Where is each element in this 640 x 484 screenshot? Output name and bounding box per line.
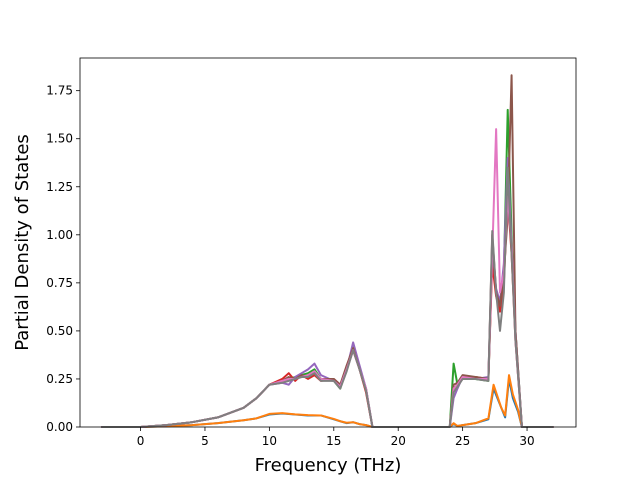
y-tick-label: 1.75 xyxy=(46,84,73,98)
plot-frame xyxy=(79,57,577,428)
y-tick-label: 0.25 xyxy=(46,372,73,386)
y-tick-label: 1.00 xyxy=(46,228,73,242)
x-tick-label: 5 xyxy=(201,434,209,448)
x-tick-label: 25 xyxy=(455,434,470,448)
series-line-2 xyxy=(100,374,554,428)
x-tick-label: 20 xyxy=(391,434,406,448)
x-tick-label: 0 xyxy=(137,434,145,448)
y-tick-label: 0.75 xyxy=(46,276,73,290)
y-tick-label: 0.00 xyxy=(46,420,73,434)
y-axis-label: Partial Density of States xyxy=(12,134,33,351)
y-tick-label: 1.50 xyxy=(46,132,73,146)
plot-lines xyxy=(100,74,554,428)
series-line-8 xyxy=(100,166,554,428)
y-axis-ticks: 0.00 0.25 0.50 0.75 1.00 1.25 1.50 1.75 xyxy=(46,84,80,434)
y-tick-label: 1.25 xyxy=(46,180,73,194)
x-tick-label: 10 xyxy=(262,434,277,448)
x-tick-label: 15 xyxy=(326,434,341,448)
y-tick-label: 0.50 xyxy=(46,324,73,338)
x-axis-ticks: 0 5 10 15 20 25 30 xyxy=(137,427,535,448)
x-axis-label: Frequency (THz) xyxy=(255,455,402,476)
x-tick-label: 30 xyxy=(519,434,534,448)
